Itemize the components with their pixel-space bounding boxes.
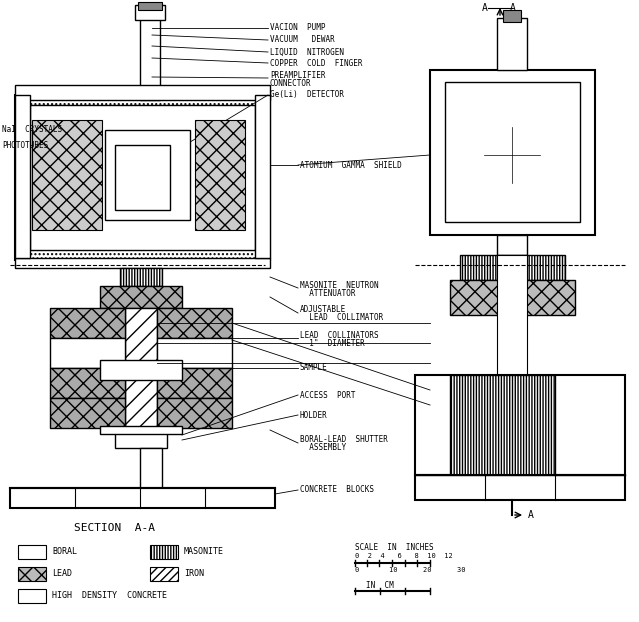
Text: MASONITE  NEUTRON: MASONITE NEUTRON <box>300 281 379 289</box>
Text: HOLDER: HOLDER <box>300 411 328 419</box>
Bar <box>32 120 102 230</box>
Bar <box>415 475 625 500</box>
Bar <box>157 398 232 428</box>
Bar <box>157 338 232 368</box>
Text: ATTENUATOR: ATTENUATOR <box>300 289 355 297</box>
Text: 1"  DIAMETER: 1" DIAMETER <box>300 338 365 348</box>
Bar <box>50 338 125 368</box>
Bar <box>460 98 565 208</box>
Bar <box>125 308 157 428</box>
Bar <box>115 145 170 210</box>
Text: PREAMPLIFIER: PREAMPLIFIER <box>270 70 325 80</box>
Bar <box>18 567 46 581</box>
Text: LEAD  COLLINATORS: LEAD COLLINATORS <box>300 330 379 340</box>
Bar <box>18 545 46 559</box>
Bar <box>135 5 165 20</box>
Bar <box>100 426 182 434</box>
Text: SAMPLE: SAMPLE <box>300 363 328 373</box>
Text: VACION  PUMP: VACION PUMP <box>270 24 325 32</box>
Bar <box>15 95 30 258</box>
Bar <box>120 268 162 286</box>
Text: 0       10      20      30: 0 10 20 30 <box>355 567 465 573</box>
Bar <box>105 130 190 220</box>
Text: A: A <box>510 3 516 13</box>
Bar <box>140 10 160 100</box>
Bar <box>100 360 182 380</box>
Text: PHOTOTUBES: PHOTOTUBES <box>2 141 49 149</box>
Text: IRON: IRON <box>184 570 204 578</box>
Bar <box>415 375 625 475</box>
Bar <box>157 308 232 338</box>
Text: 0  2  4   6   8  10  12: 0 2 4 6 8 10 12 <box>355 553 453 559</box>
Bar <box>445 82 580 222</box>
Bar <box>15 95 270 260</box>
Bar <box>497 235 527 255</box>
Bar <box>450 280 575 315</box>
Bar <box>50 398 125 428</box>
Bar <box>15 85 270 100</box>
Text: A: A <box>528 510 534 520</box>
Bar <box>115 428 167 448</box>
Text: SCALE  IN  INCHES: SCALE IN INCHES <box>355 544 434 552</box>
Text: NaI  CRYSTALS: NaI CRYSTALS <box>2 126 62 134</box>
Bar <box>195 120 245 230</box>
Text: Ge(Li)  DETECTOR: Ge(Li) DETECTOR <box>270 90 344 100</box>
Text: VACUUM   DEWAR: VACUUM DEWAR <box>270 35 335 45</box>
Bar <box>430 70 595 235</box>
Bar <box>150 545 178 559</box>
Bar <box>100 286 182 308</box>
Text: ADJUSTABLE: ADJUSTABLE <box>300 305 346 315</box>
Text: CONCRETE  BLOCKS: CONCRETE BLOCKS <box>300 486 374 494</box>
Bar <box>50 308 125 338</box>
Text: LIQUID  NITROGEN: LIQUID NITROGEN <box>270 47 344 57</box>
Bar <box>10 488 275 508</box>
Text: ASSEMBLY: ASSEMBLY <box>300 443 346 452</box>
Bar <box>50 368 125 398</box>
Text: COPPER  COLD  FINGER: COPPER COLD FINGER <box>270 58 362 68</box>
Bar <box>18 589 46 603</box>
Text: LEAD  COLLIMATOR: LEAD COLLIMATOR <box>300 313 383 322</box>
Text: ACCESS  PORT: ACCESS PORT <box>300 391 355 399</box>
Bar <box>157 368 232 398</box>
Bar <box>452 90 573 217</box>
Text: BORAL-LEAD  SHUTTER: BORAL-LEAD SHUTTER <box>300 435 388 445</box>
Bar <box>150 567 178 581</box>
Text: MASONITE: MASONITE <box>184 547 224 557</box>
Bar <box>503 10 521 22</box>
Bar <box>460 255 565 280</box>
Bar <box>30 105 255 250</box>
Bar <box>15 258 270 268</box>
Text: LEAD: LEAD <box>52 570 72 578</box>
Bar <box>140 448 162 488</box>
Text: CONNECTOR: CONNECTOR <box>270 78 312 88</box>
Bar <box>255 95 270 258</box>
Text: IN  CM: IN CM <box>366 582 394 590</box>
Text: HIGH  DENSITY  CONCRETE: HIGH DENSITY CONCRETE <box>52 592 167 600</box>
Bar <box>138 2 162 10</box>
Text: BORAL: BORAL <box>52 547 77 557</box>
Bar <box>497 255 527 455</box>
Bar <box>450 375 555 475</box>
Text: SECTION  A-A: SECTION A-A <box>75 523 155 533</box>
Text: A: A <box>482 3 488 13</box>
Bar <box>497 18 527 70</box>
Text: ATOMIUM  GAMMA  SHIELD: ATOMIUM GAMMA SHIELD <box>300 160 402 170</box>
